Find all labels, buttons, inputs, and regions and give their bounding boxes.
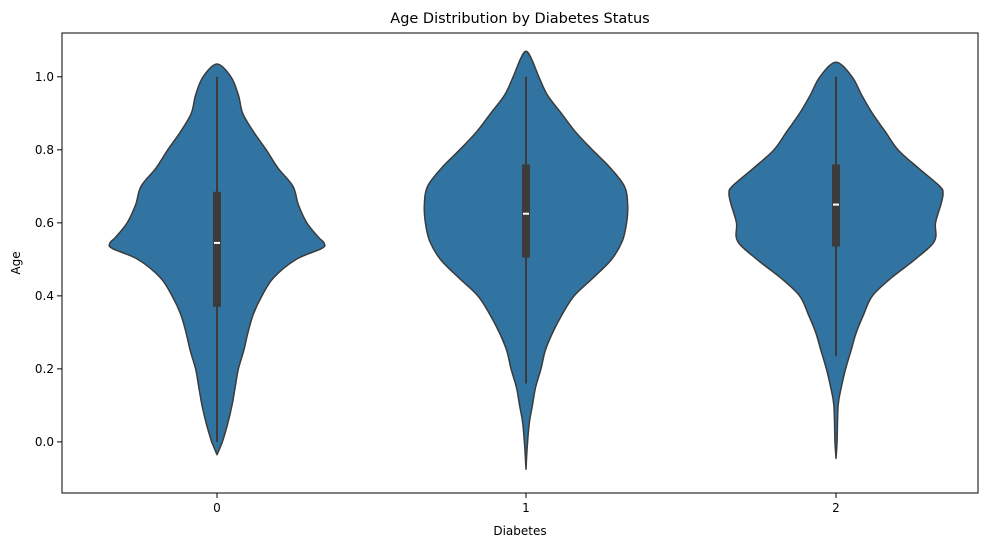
x-tick-label: 2 bbox=[832, 501, 840, 515]
y-tick-label: 0.0 bbox=[35, 435, 54, 449]
y-tick-label: 1.0 bbox=[35, 70, 54, 84]
y-axis: 0.0 0.2 0.4 0.6 0.8 1.0 bbox=[35, 70, 62, 449]
violin-layer bbox=[108, 50, 944, 471]
violin-box-0 bbox=[213, 191, 221, 307]
chart-title: Age Distribution by Diabetes Status bbox=[390, 11, 649, 27]
y-axis-label: Age bbox=[9, 251, 23, 274]
y-tick-label: 0.4 bbox=[35, 289, 54, 303]
y-tick-label: 0.2 bbox=[35, 362, 54, 376]
violin-box-1 bbox=[522, 164, 530, 258]
y-tick-label: 0.6 bbox=[35, 216, 54, 230]
x-tick-label: 1 bbox=[522, 501, 530, 515]
violin-2 bbox=[728, 61, 944, 460]
plot-frame bbox=[61, 32, 979, 494]
violin-0 bbox=[108, 63, 326, 456]
violin-1 bbox=[423, 50, 629, 471]
x-tick-label: 0 bbox=[213, 501, 221, 515]
x-axis-label: Diabetes bbox=[493, 524, 546, 538]
y-tick-label: 0.8 bbox=[35, 143, 54, 157]
x-axis: 0 1 2 bbox=[213, 493, 840, 515]
